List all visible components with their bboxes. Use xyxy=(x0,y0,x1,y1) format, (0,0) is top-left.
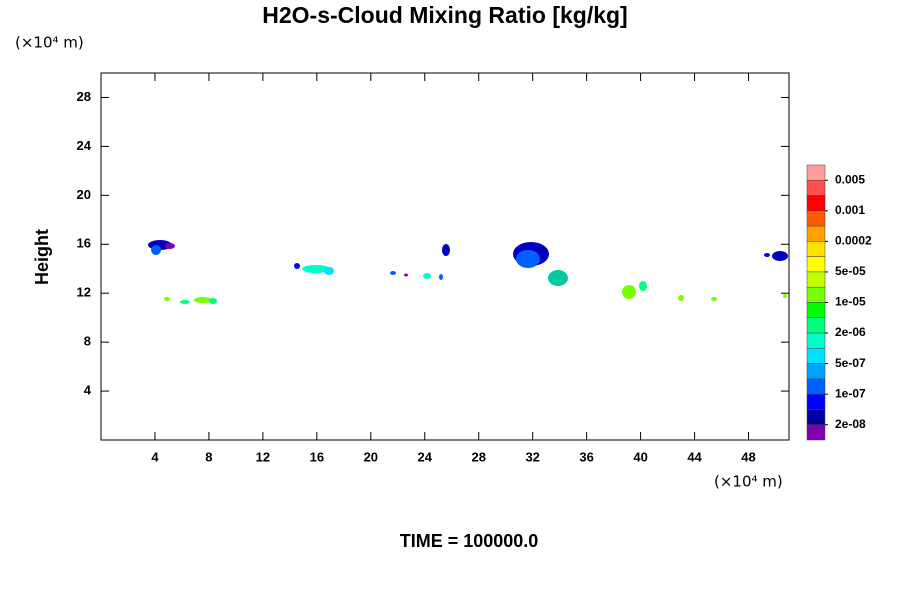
annotation: TIME = 100000.0 xyxy=(400,531,539,551)
colorbar-label: 5e-05 xyxy=(835,264,866,278)
cloud-blob xyxy=(622,285,636,299)
cloud-blob xyxy=(548,270,568,286)
colorbar-box xyxy=(806,256,826,273)
colorbar-box xyxy=(806,424,826,441)
colorbar-box xyxy=(806,271,826,288)
colorbar-box xyxy=(806,317,826,334)
colorbar-box xyxy=(806,409,826,425)
cloud-blob xyxy=(404,273,408,277)
y-tick-label: 24 xyxy=(77,138,92,153)
x-tick-label: 32 xyxy=(525,449,539,464)
colorbar-box xyxy=(806,286,826,303)
y-tick-label: 12 xyxy=(77,285,91,300)
colorbar-box xyxy=(806,302,826,319)
y-unit: (×10⁴ m) xyxy=(15,34,84,52)
cloud-blob xyxy=(209,298,217,304)
colorbar-box xyxy=(806,348,826,364)
cloud-blob xyxy=(442,244,450,256)
colorbar-label: 0.005 xyxy=(835,172,865,186)
colorbar-label: 0.001 xyxy=(835,203,865,217)
x-tick-label: 12 xyxy=(256,449,270,464)
cloud-blob xyxy=(165,243,175,249)
x-tick-label: 44 xyxy=(687,449,702,464)
colorbar-label: 1e-05 xyxy=(835,295,866,309)
colorbar-box xyxy=(806,210,826,227)
cloud-blob xyxy=(439,274,443,280)
cloud-blob xyxy=(639,281,647,291)
cloud-blob xyxy=(324,267,334,275)
cloud-field xyxy=(148,240,788,304)
colorbar-box xyxy=(806,393,826,410)
cloud-blob xyxy=(302,265,330,273)
x-tick-label: 28 xyxy=(471,449,485,464)
cloud-blob xyxy=(711,297,717,301)
cloud-blob xyxy=(180,300,190,304)
colorbar-label: 2e-08 xyxy=(835,417,866,431)
cloud-blob xyxy=(164,297,170,301)
cloud-blob xyxy=(390,271,396,275)
cloud-blob xyxy=(764,253,770,257)
y-tick-label: 8 xyxy=(84,334,91,349)
chart-title: H2O-s-Cloud Mixing Ratio [kg/kg] xyxy=(262,2,627,28)
cloud-blob xyxy=(194,297,212,303)
colorbar-label: 2e-06 xyxy=(835,325,866,339)
y-axis-label: Height xyxy=(32,229,52,285)
colorbar-box xyxy=(806,195,826,212)
y-tick-label: 16 xyxy=(77,236,91,251)
x-tick-label: 4 xyxy=(151,449,159,464)
cloud-blob xyxy=(516,250,540,268)
cloud-blob xyxy=(423,273,431,279)
cloud-blob xyxy=(151,245,161,255)
y-tick-label: 4 xyxy=(84,383,92,398)
cloud-blob xyxy=(783,294,787,298)
x-tick-label: 16 xyxy=(310,449,324,464)
x-tick-label: 20 xyxy=(364,449,378,464)
plot-frame xyxy=(100,72,790,441)
colorbar-label: 1e-07 xyxy=(835,386,866,400)
x-unit: (×10⁴ m) xyxy=(714,473,783,491)
colorbar-box xyxy=(806,241,826,257)
colorbar-box xyxy=(806,164,826,181)
x-tick-label: 8 xyxy=(205,449,212,464)
cloud-blob xyxy=(678,295,684,301)
colorbar-label: 0.0002 xyxy=(835,234,872,248)
y-tick-label: 20 xyxy=(77,187,91,202)
y-tick-label: 28 xyxy=(77,89,91,104)
cloud-blob xyxy=(294,263,300,269)
colorbar-box xyxy=(806,378,826,395)
x-tick-label: 36 xyxy=(579,449,593,464)
x-tick-label: 40 xyxy=(633,449,647,464)
x-tick-label: 24 xyxy=(418,449,433,464)
colorbar-label: 5e-07 xyxy=(835,356,866,370)
colorbar-box xyxy=(806,332,826,349)
cloud-blob xyxy=(772,251,788,261)
colorbar-box xyxy=(806,363,826,380)
x-tick-label: 48 xyxy=(741,449,755,464)
colorbar-box xyxy=(806,180,826,196)
colorbar-box xyxy=(806,225,826,242)
